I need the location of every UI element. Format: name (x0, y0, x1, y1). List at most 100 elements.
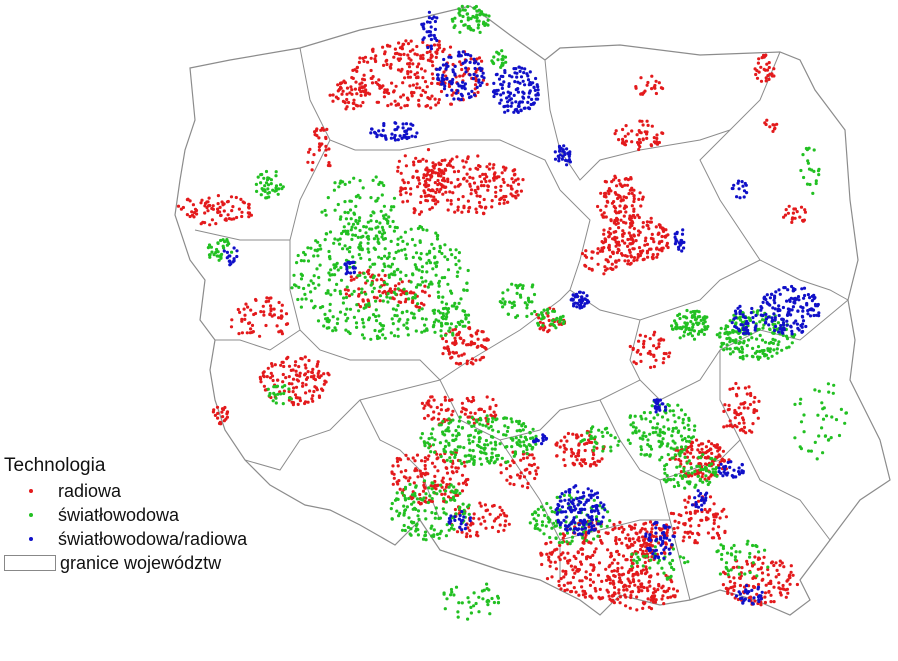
point-swiatlowodowa (457, 601, 461, 605)
point-swiatlowodowa (722, 348, 726, 352)
point-swiatlowodowa (501, 297, 505, 301)
point-radiowa (454, 466, 458, 470)
point-swiatlowodowa (844, 411, 848, 415)
point-swiatlowodowa (315, 267, 319, 271)
point-swiatlowodowa (324, 213, 328, 217)
point-radiowa (484, 526, 488, 530)
point-radiowa (607, 234, 611, 239)
point-swiatlowodowa (403, 230, 407, 234)
point-swiatlowodowa (633, 414, 637, 418)
point-swiatlowodowa (811, 191, 815, 195)
point-swiatlowodowa (359, 256, 363, 260)
point-swiatlowodowa-radiowa (442, 57, 446, 62)
point-radiowa (405, 103, 409, 108)
point-radiowa (432, 199, 436, 203)
point-radiowa (248, 331, 252, 335)
point-swiatlowodowa (429, 432, 433, 436)
point-swiatlowodowa (515, 291, 519, 295)
point-swiatlowodowa (495, 457, 499, 461)
point-radiowa (450, 93, 454, 97)
point-swiatlowodowa (596, 519, 600, 523)
point-radiowa (559, 439, 563, 443)
point-radiowa (689, 511, 693, 516)
point-radiowa (598, 597, 602, 601)
point-radiowa (603, 240, 608, 244)
point-radiowa (697, 523, 701, 528)
point-swiatlowodowa (554, 536, 558, 540)
point-radiowa (583, 575, 588, 579)
point-radiowa (408, 49, 412, 53)
point-radiowa (774, 575, 778, 579)
point-radiowa (361, 56, 365, 61)
point-swiatlowodowa (431, 309, 435, 313)
point-radiowa (547, 555, 551, 559)
point-swiatlowodowa (449, 498, 453, 502)
point-swiatlowodowa (425, 270, 429, 274)
point-swiatlowodowa (837, 433, 842, 438)
point-swiatlowodowa (719, 543, 723, 547)
point-radiowa (206, 209, 210, 213)
point-swiatlowodowa (409, 527, 413, 531)
point-radiowa (279, 309, 283, 313)
point-radiowa (629, 593, 633, 598)
point-radiowa (392, 476, 396, 480)
point-swiatlowodowa (660, 455, 664, 459)
point-radiowa (749, 391, 753, 396)
point-radiowa (476, 154, 480, 158)
point-radiowa (428, 207, 432, 211)
point-radiowa (441, 185, 446, 189)
point-swiatlowodowa (540, 520, 545, 524)
point-swiatlowodowa (453, 301, 457, 305)
point-radiowa (287, 389, 291, 394)
point-swiatlowodowa (378, 221, 382, 225)
point-swiatlowodowa (458, 30, 462, 34)
point-radiowa (627, 192, 631, 196)
point-swiatlowodowa (385, 282, 389, 286)
point-radiowa (603, 193, 607, 197)
point-swiatlowodowa (381, 324, 386, 328)
point-radiowa (622, 195, 626, 199)
point-swiatlowodowa (423, 530, 428, 534)
point-radiowa (452, 170, 457, 174)
point-radiowa (621, 554, 626, 558)
point-swiatlowodowa (817, 173, 821, 177)
point-swiatlowodowa (427, 486, 431, 490)
point-radiowa (661, 246, 665, 250)
point-swiatlowodowa (391, 273, 395, 277)
point-swiatlowodowa (585, 539, 589, 543)
point-swiatlowodowa (443, 444, 447, 449)
point-radiowa (743, 401, 747, 405)
point-radiowa (370, 48, 375, 52)
point-radiowa (303, 355, 307, 359)
point-swiatlowodowa (820, 401, 824, 405)
point-radiowa (411, 48, 415, 52)
point-radiowa (798, 215, 802, 219)
point-swiatlowodowa (362, 336, 366, 340)
point-swiatlowodowa (629, 423, 633, 427)
point-radiowa (460, 530, 464, 534)
point-swiatlowodowa (467, 512, 471, 516)
point-radiowa (496, 529, 500, 534)
point-radiowa (419, 501, 423, 506)
point-swiatlowodowa (446, 282, 450, 286)
point-radiowa (509, 475, 513, 479)
point-radiowa (762, 67, 766, 71)
point-radiowa (399, 69, 403, 73)
point-radiowa (436, 178, 440, 183)
point-swiatlowodowa (277, 187, 281, 191)
point-swiatlowodowa (334, 328, 338, 332)
point-radiowa (596, 262, 600, 266)
point-swiatlowodowa (460, 601, 464, 605)
point-radiowa (563, 463, 567, 468)
point-swiatlowodowa (371, 276, 375, 280)
point-swiatlowodowa (468, 433, 473, 437)
point-radiowa (617, 591, 621, 595)
point-radiowa (767, 77, 771, 81)
point-radiowa (580, 585, 584, 589)
point-swiatlowodowa (455, 274, 459, 278)
point-swiatlowodowa (699, 456, 703, 460)
point-radiowa (383, 273, 387, 278)
point-radiowa (466, 199, 470, 203)
point-radiowa (755, 592, 759, 596)
point-radiowa (226, 199, 230, 204)
